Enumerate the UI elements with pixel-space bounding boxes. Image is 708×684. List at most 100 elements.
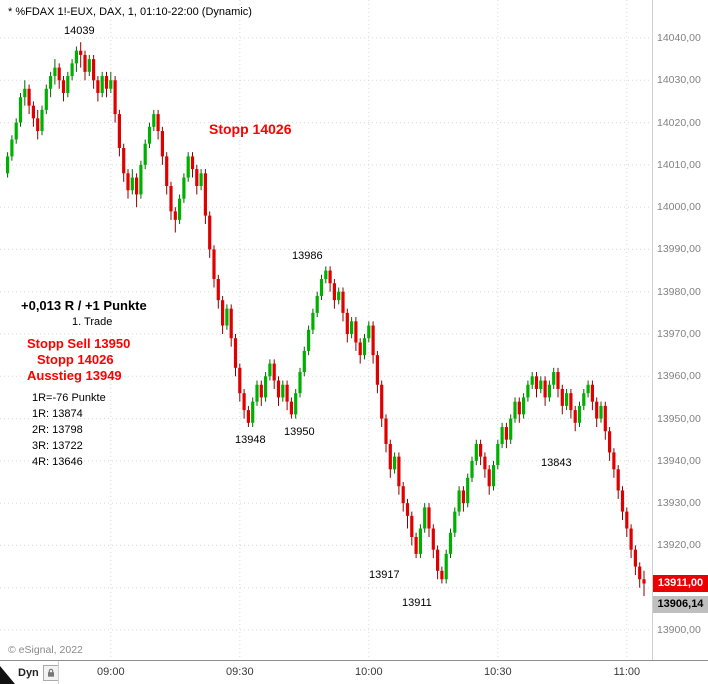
candle-body [603, 405, 607, 432]
candle-body [534, 376, 539, 389]
candle-body [242, 393, 246, 411]
candle-body [341, 291, 345, 313]
candle-body [109, 80, 113, 89]
candle-body [410, 515, 414, 537]
candle-body [427, 507, 431, 529]
candle-body [36, 118, 40, 132]
dyn-mode-button[interactable]: Dyn [18, 665, 59, 681]
candle-body [448, 532, 453, 554]
candle-body [272, 363, 276, 381]
candle-body [539, 380, 543, 389]
candle-body [289, 401, 293, 415]
time-axis-separator [58, 661, 59, 684]
dyn-label: Dyn [18, 667, 39, 679]
chart-annotation: 2R: 13798 [32, 424, 83, 436]
chart-annotation: 14039 [64, 25, 95, 37]
candle-body [199, 173, 203, 186]
time-tick-label: 10:30 [484, 666, 512, 678]
candle-body [225, 308, 229, 326]
candle-body [332, 283, 336, 301]
candle-body [212, 249, 216, 280]
price-tick-label: 14010,00 [657, 158, 701, 171]
candle-body [315, 295, 319, 313]
candle-body [552, 372, 556, 385]
candle-body [70, 63, 74, 77]
chart-annotation: 13986 [292, 250, 323, 262]
candle-body [522, 397, 526, 415]
price-tick-label: 13900,00 [657, 624, 701, 636]
candle-body [453, 511, 457, 533]
price-tick-label: 14000,00 [657, 201, 701, 214]
candle-body [509, 418, 513, 440]
candle-body [586, 384, 590, 394]
price-tick-label: 13920,00 [657, 539, 701, 552]
candle-body [173, 211, 177, 220]
candle-body [117, 114, 121, 148]
candle-body [638, 566, 642, 580]
candle-body [156, 114, 160, 132]
candle-body [620, 490, 625, 512]
candle-body [44, 88, 48, 110]
candle-body [10, 139, 14, 157]
candle-body [165, 156, 169, 186]
candle-body [513, 401, 517, 419]
padlock-icon[interactable] [42, 665, 59, 681]
chart-annotation: 13843 [541, 457, 572, 469]
candle-body [229, 308, 233, 339]
candle-body [590, 384, 594, 402]
candle-body [246, 410, 250, 423]
candle-body [629, 528, 633, 550]
candle-body [479, 443, 483, 457]
price-tick-label: 13950,00 [657, 412, 701, 425]
chart-annotation: 1R=-76 Punkte [32, 392, 106, 404]
chart-annotation: Stopp 14026 [37, 352, 114, 367]
candle-body [74, 50, 78, 64]
candle-body [328, 270, 332, 284]
candle-body [362, 338, 367, 356]
candle-body [259, 384, 263, 398]
candle-body [367, 325, 371, 339]
candle-body [152, 114, 156, 127]
copyright-label: © eSignal, 2022 [8, 644, 83, 656]
candle-body [276, 380, 281, 398]
candle-body [616, 469, 620, 491]
candle-body [238, 367, 242, 394]
price-tick-label: 13990,00 [657, 243, 701, 256]
candle-body [135, 177, 139, 195]
time-axis[interactable]: Dyn 09:00 09:30 10:00 10:30 11:00 [0, 660, 708, 684]
chart-annotation: Stopp Sell 13950 [27, 336, 131, 351]
candle-body [431, 528, 435, 550]
candle-body [83, 54, 87, 72]
candle-body [393, 456, 397, 470]
candle-body [100, 76, 104, 93]
candle-body [66, 76, 70, 93]
candle-body [27, 88, 31, 106]
candle-body [126, 173, 130, 191]
chart-annotation: 13950 [284, 426, 315, 438]
chart-annotation: 3R: 13722 [32, 440, 83, 452]
candle-body [23, 88, 27, 98]
candle-body [487, 469, 491, 487]
price-tick-label: 13980,00 [657, 285, 701, 298]
candle-body [384, 418, 388, 444]
candle-body [405, 503, 410, 516]
candle-body [577, 405, 582, 423]
candle-body [582, 393, 586, 406]
candle-body [569, 393, 573, 411]
candle-body [143, 143, 147, 165]
candle-body [414, 536, 418, 554]
price-axis[interactable]: 14040,00 14030,00 14020,00 14010,00 14000,00… [652, 0, 708, 660]
candle-body [92, 59, 96, 81]
time-tick-label: 10:00 [355, 666, 383, 678]
chart-annotation: 4R: 13646 [32, 456, 83, 468]
candle-body [599, 405, 603, 419]
candle-body [556, 372, 560, 389]
candle-body [483, 456, 487, 470]
price-tick-label: 13930,00 [657, 497, 701, 510]
candle-body [380, 384, 384, 419]
chart-title: * %FDAX 1!-EUX, DAX, 1, 01:10-22:00 (Dyn… [8, 6, 252, 18]
candle-body [337, 291, 341, 301]
candlestick-plot[interactable] [0, 0, 652, 660]
candle-body [470, 460, 474, 478]
